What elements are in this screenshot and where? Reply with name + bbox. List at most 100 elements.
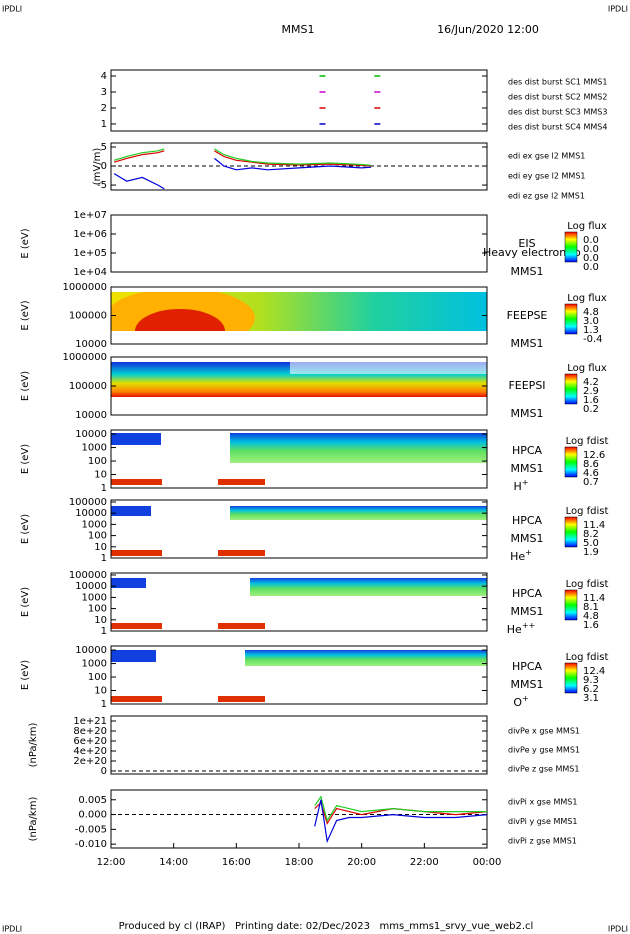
instrument-label: HPCA [512,660,543,673]
series-line [214,148,372,166]
y-tick-label: 0.005 [78,795,107,806]
species-charge: ++ [522,621,535,630]
colorbar [564,662,578,694]
corner-mark: IPDLI [608,5,628,14]
corner-mark: IPDLI [2,925,22,934]
colorbar-label: 11.4 [583,520,605,531]
y-tick-label: -5 [97,180,107,191]
colorbar-label: 5.0 [583,538,599,549]
y-tick-label: 1000 [82,592,107,603]
y-tick-label: 1000 [82,519,107,530]
y-tick-label: 10 [94,686,107,697]
colorbar-label: 1.6 [583,395,599,406]
colorbar-label: -0.4 [583,334,603,345]
instrument-label: FEEPSI [508,379,545,392]
y-axis-label: E (eV) [20,587,31,617]
series-line [113,173,165,190]
legend-entry: divPe z gse MMS1 [508,765,579,774]
colorbar [564,303,578,335]
colorbar-label: 8.1 [583,602,599,613]
y-tick-label: 10000 [75,645,107,656]
spacecraft-label: MMS1 [511,532,544,545]
y-tick-label: 10000 [75,581,107,592]
y-axis-label: (nPa/km) [28,797,39,842]
instrument-label: HPCA [512,587,543,600]
colorbar-label: 6.2 [583,684,599,695]
colorbar-title: Log fdist [566,506,609,517]
colorbar [564,589,578,621]
y-axis-label: E (eV) [20,300,31,330]
y-tick-label: 1000 [82,443,107,454]
y-tick-label: 4e+20 [73,746,107,757]
series-line [314,795,487,822]
instrument-label: FEEPSE [507,309,548,322]
y-tick-label: 10000 [75,508,107,519]
panel-frame [110,715,488,775]
species-label: H+ [514,478,529,494]
colorbar-label: 12.4 [583,666,605,677]
y-tick-label: 1 [101,119,107,130]
colorbar [564,373,578,405]
legend-entry: des dist burst SC3 MMS3 [508,108,607,117]
colorbar-title: Log fdist [566,436,609,447]
y-tick-label: 0 [101,766,107,777]
y-axis-label: (nPa/km) [28,723,39,768]
colorbar-label: 3.0 [583,316,599,327]
colorbar-label: 0.0 [583,244,599,255]
colorbar-label: 2.9 [583,386,599,397]
legend-entry: edi ez gse l2 MMS1 [508,192,585,201]
spectrogram-image [111,292,487,702]
species-label: He+ [510,548,532,564]
legend-entry: des dist burst SC1 MMS1 [508,78,607,87]
y-axis-label: E (eV) [20,228,31,258]
series-line [113,150,165,163]
species-label: O+ [513,694,528,710]
series-line [314,801,488,825]
colorbar-title: Log flux [567,221,607,232]
colorbar-label: 1.3 [583,325,599,336]
y-tick-label: 0 [101,161,107,172]
y-tick-label: 4 [101,71,107,82]
y-tick-label: 100 [88,604,107,615]
y-tick-label: 1e+04 [73,267,107,278]
colorbar-label: 12.6 [583,450,605,461]
spacecraft-label: MMS1 [511,678,544,691]
colorbar [564,231,578,263]
y-tick-label: 1e+07 [73,210,107,221]
legend-entry: divPi z gse MMS1 [508,837,577,846]
colorbar-title: Log flux [567,293,607,304]
y-tick-label: 2 [101,103,107,114]
y-tick-label: 10 [94,615,107,626]
panel-frame [110,789,488,849]
legend-entry: divPe x gse MMS1 [508,727,580,736]
colorbar-label: 11.4 [583,593,605,604]
species-base: H [514,480,522,493]
x-tick-label: 22:00 [410,857,439,868]
y-tick-label: 1000000 [62,282,107,293]
y-tick-label: 1 [101,553,107,564]
colorbar-label: 8.2 [583,529,599,540]
x-tick-label: 16:00 [222,857,251,868]
legend-entry: edi ex gse l2 MMS1 [508,152,585,161]
x-tick-label: 00:00 [473,857,502,868]
y-tick-label: 5 [101,142,107,153]
y-tick-label: 100000 [69,381,107,392]
legend-entry: edi ey gse l2 MMS1 [508,172,586,181]
y-tick-label: 100000 [69,311,107,322]
y-axis-label: E (eV) [20,514,31,544]
colorbar-label: 4.8 [583,307,599,318]
colorbar-title: Log fdist [566,579,609,590]
panel-frame [110,69,488,132]
y-tick-label: 10 [94,470,107,481]
colorbar-label: 9.3 [583,675,599,686]
species-charge: + [522,694,529,703]
spacecraft-label: MMS1 [511,605,544,618]
species-base: O [513,696,522,709]
species-base: He [510,550,525,563]
panel-frame [110,214,488,273]
spacecraft-label: MMS1 [511,337,544,350]
y-tick-label: 100000 [69,570,107,581]
series-line [314,799,488,844]
y-tick-label: 10 [94,542,107,553]
